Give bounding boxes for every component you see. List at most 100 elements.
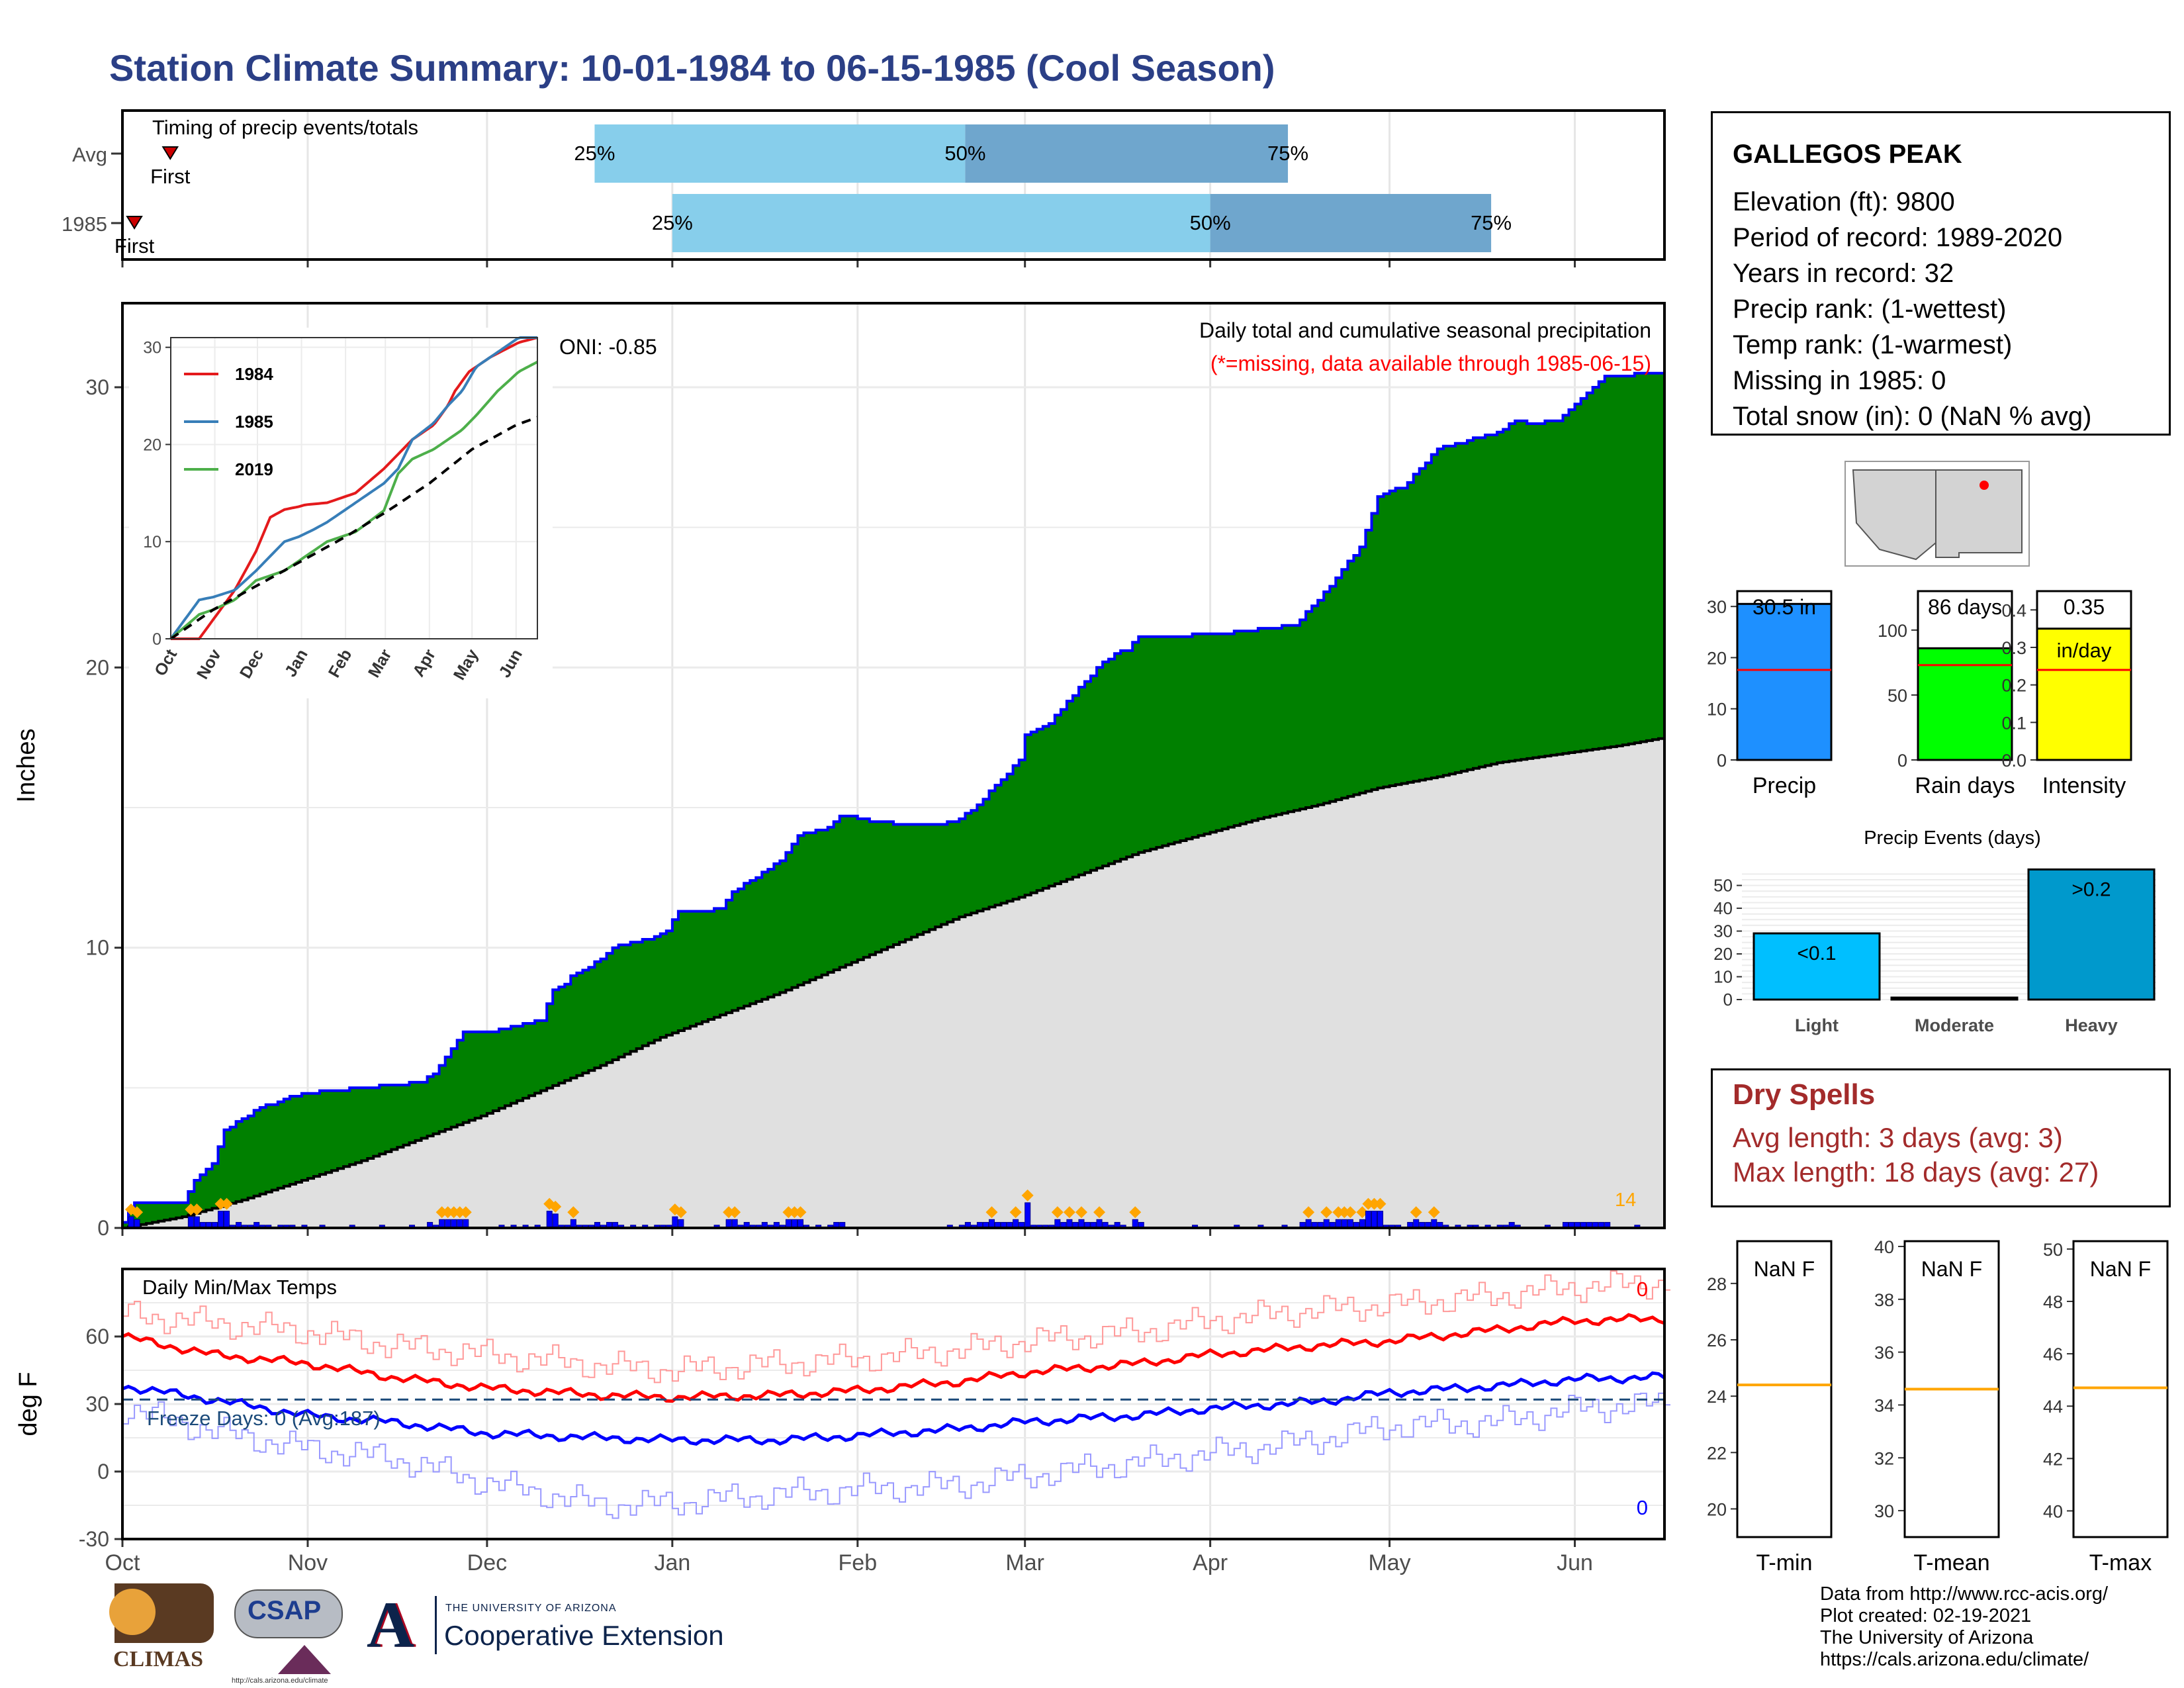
daily-precip-bar bbox=[1359, 1219, 1365, 1228]
summary-ytick-label: 0.2 bbox=[2001, 676, 2026, 696]
station-years: Years in record: 32 bbox=[1733, 259, 1954, 288]
station-info-box: GALLEGOS PEAK Elevation (ft): 9800 Perio… bbox=[1711, 111, 2171, 436]
temp-xtick-label: Mar bbox=[1005, 1550, 1044, 1575]
daily-precip-bar bbox=[1036, 1225, 1043, 1228]
daily-precip-bar bbox=[564, 1225, 570, 1228]
timing-first-label: First bbox=[114, 234, 155, 258]
timing-panel: Timing of precip events/totals Avg 25% 50% 7… bbox=[62, 109, 1797, 267]
temp-border bbox=[121, 1268, 1666, 1540]
daily-precip-bar bbox=[600, 1225, 607, 1228]
inset-legend-label: 1985 bbox=[235, 412, 273, 432]
main-precip-chart: 14 0 10 20 30 Inches Daily total and cumulativ… bbox=[13, 302, 1666, 1240]
daily-precip-bar bbox=[1305, 1219, 1312, 1228]
daily-precip-bar bbox=[1413, 1219, 1420, 1228]
daily-precip-bar bbox=[301, 1225, 308, 1228]
daily-precip-bar bbox=[827, 1225, 834, 1228]
daily-precip-bar bbox=[672, 1216, 678, 1228]
daily-precip-bar bbox=[1371, 1211, 1378, 1228]
dry-spells-title: Dry Spells bbox=[1733, 1078, 1876, 1111]
average-area bbox=[122, 737, 1664, 1228]
daily-precip-bar bbox=[576, 1225, 582, 1228]
timing-pct-label: 25% bbox=[574, 142, 615, 165]
summary-ytick-label: 0.3 bbox=[2001, 638, 2026, 658]
daily-precip-bar bbox=[988, 1219, 995, 1228]
daily-precip-bar bbox=[463, 1219, 469, 1228]
events-bar-label: >0.2 bbox=[2071, 878, 2111, 900]
snow-marker bbox=[1338, 1206, 1351, 1219]
daily-precip-bar bbox=[1234, 1225, 1240, 1228]
daily-precip-bar bbox=[1096, 1219, 1103, 1228]
daily-precip-bar bbox=[1192, 1225, 1199, 1228]
snow-marker bbox=[1410, 1206, 1422, 1219]
dry-spells-max: Max length: 18 days (avg: 27) bbox=[1733, 1156, 2099, 1188]
summary-ytick-label: 30 bbox=[1707, 597, 1727, 617]
daily-precip-bar bbox=[277, 1225, 284, 1228]
temp-ytick-label: -30 bbox=[79, 1527, 109, 1551]
summary-value-label: 0.35 bbox=[2064, 595, 2105, 619]
daily-precip-bar bbox=[522, 1225, 529, 1228]
trank-value-label: NaN F bbox=[1921, 1257, 1982, 1281]
snow-marker bbox=[441, 1206, 454, 1219]
summary-value-label: 86 days bbox=[1928, 595, 2002, 619]
events-category-label: Moderate bbox=[1915, 1015, 1994, 1035]
snow-marker bbox=[214, 1197, 227, 1210]
daily-precip-bar bbox=[755, 1225, 762, 1228]
daily-precip-bar bbox=[128, 1216, 134, 1228]
timing-first-marker bbox=[161, 146, 179, 160]
daily-precip-bar bbox=[1473, 1225, 1479, 1228]
main-ytick-label: 20 bbox=[85, 655, 109, 679]
summary-bar-rain-days bbox=[1917, 647, 2013, 761]
timing-first-label: First bbox=[150, 165, 191, 188]
trank-frame bbox=[1736, 1240, 1833, 1538]
daily-precip-bar bbox=[1132, 1219, 1138, 1228]
timing-row-label: 1985 bbox=[62, 212, 107, 236]
daily-precip-bar bbox=[749, 1225, 756, 1228]
temp-xtick-label: Jan bbox=[654, 1550, 690, 1575]
daily-precip-bar bbox=[1502, 1225, 1509, 1228]
daily-precip-bar bbox=[725, 1219, 732, 1228]
summary-ytick-label: 100 bbox=[1878, 621, 1907, 641]
daily-precip-bar bbox=[1544, 1225, 1551, 1228]
daily-precip-bar bbox=[457, 1219, 463, 1228]
daily-precip-bar bbox=[408, 1225, 416, 1228]
credits-data-source: Data from http://www.rcc-acis.org/ bbox=[1820, 1583, 2109, 1605]
daily-precip-bar bbox=[134, 1219, 140, 1228]
trank-ytick-label: 34 bbox=[1874, 1395, 1894, 1415]
station-temp-rank: Temp rank: (1-warmest) bbox=[1733, 330, 2013, 359]
daily-precip-bar bbox=[630, 1225, 637, 1228]
timing-pct-label: 75% bbox=[1471, 211, 1512, 234]
credits-url: https://cals.arizona.edu/climate/ bbox=[1820, 1649, 2089, 1670]
daily-precip-bar bbox=[1048, 1225, 1055, 1228]
inset-line-avg bbox=[169, 416, 538, 640]
timing-pct-label: 50% bbox=[944, 142, 985, 165]
daily-precip-bar bbox=[678, 1219, 684, 1228]
daily-precip-bar bbox=[289, 1225, 296, 1228]
daily-precip-bar bbox=[187, 1216, 194, 1228]
summary-category-label: Intensity bbox=[2042, 773, 2126, 798]
temp-ytick-label: 60 bbox=[85, 1325, 109, 1348]
temp-ylabel: deg F bbox=[15, 1372, 42, 1436]
daily-precip-bar bbox=[582, 1225, 588, 1228]
record-low-count: 0 bbox=[1637, 1496, 1648, 1519]
temp-line bbox=[122, 1313, 1665, 1403]
oni-label: ONI: -0.85 bbox=[559, 335, 657, 359]
trank-ytick-label: 26 bbox=[1707, 1331, 1727, 1350]
daily-precip-bar bbox=[731, 1219, 738, 1228]
daily-precip-bar bbox=[546, 1211, 553, 1228]
summary-ytick-label: 50 bbox=[1888, 686, 1907, 706]
daily-precip-bar bbox=[1341, 1219, 1347, 1228]
daily-precip-bar bbox=[713, 1225, 720, 1228]
ua-divider bbox=[435, 1596, 437, 1654]
snow-marker bbox=[459, 1206, 472, 1219]
events-category-label: Heavy bbox=[2065, 1015, 2118, 1035]
main-border bbox=[121, 302, 1666, 1229]
summary-unit-label: in/day bbox=[2057, 639, 2112, 662]
summary-ytick-label: 0.1 bbox=[2001, 713, 2026, 733]
daily-precip-bar bbox=[217, 1211, 224, 1228]
daily-precip-bar bbox=[498, 1225, 505, 1228]
events-ytick-label: 50 bbox=[1713, 876, 1733, 896]
snow-marker bbox=[1063, 1206, 1075, 1219]
timing-pct-label: 50% bbox=[1190, 211, 1231, 234]
daily-precip-bar bbox=[283, 1225, 290, 1228]
daily-precip-bar bbox=[1383, 1225, 1390, 1228]
